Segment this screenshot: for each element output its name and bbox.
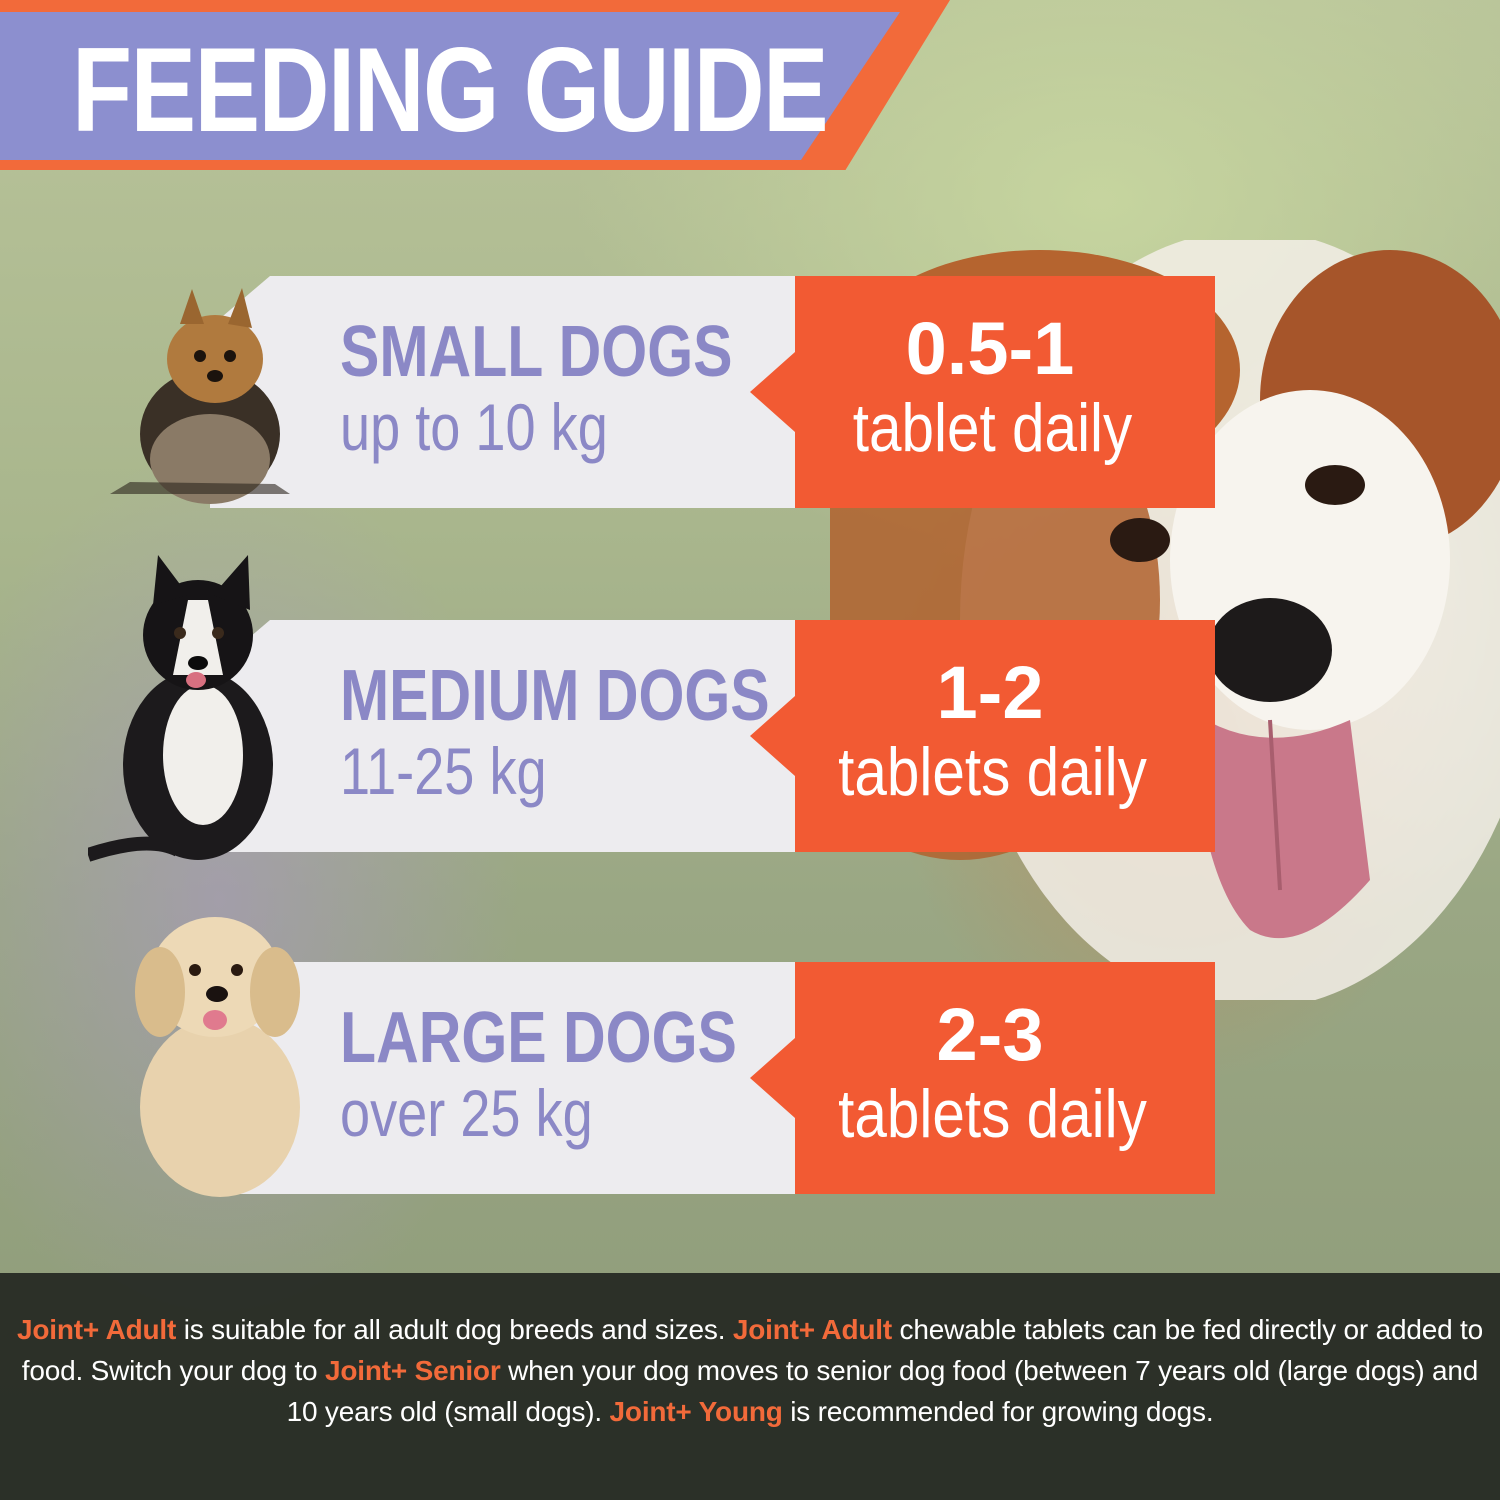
size-category: LARGE DOGS bbox=[340, 998, 737, 1078]
footer-text-segment: chewable tablets can be fed directly or … bbox=[21, 1314, 1483, 1386]
product-name: Joint+ Adult bbox=[732, 1314, 892, 1345]
size-category: MEDIUM DOGS bbox=[340, 656, 770, 736]
title-banner bbox=[0, 12, 900, 160]
dose-unit: tablets daily bbox=[838, 1076, 1147, 1152]
feeding-row-medium: MEDIUM DOGS 11-25 kg 1-2 tablets daily bbox=[0, 555, 1500, 862]
dose-unit: tablets daily bbox=[838, 734, 1147, 810]
product-name: Joint+ Adult bbox=[17, 1314, 177, 1345]
footer-text-segment: when your dog moves to senior dog food (… bbox=[286, 1355, 1479, 1427]
product-name: Joint+ Senior bbox=[324, 1355, 501, 1386]
dose-amount: 1-2 bbox=[936, 651, 1044, 734]
weight-range: up to 10 kg bbox=[340, 390, 608, 464]
weight-range: 11-25 kg bbox=[340, 734, 547, 808]
feeding-row-large: LARGE DOGS over 25 kg 2-3 tablets daily bbox=[0, 917, 1500, 1197]
golden-retriever-photo bbox=[135, 917, 300, 1197]
feeding-row-small: SMALL DOGS up to 10 kg 0.5-1 tablet dail… bbox=[0, 276, 1500, 508]
product-name: Joint+ Young bbox=[609, 1396, 783, 1427]
page-title: FEEDING GUIDE bbox=[72, 23, 829, 157]
footer-text: Joint+ Adult is suitable for all adult d… bbox=[10, 1309, 1490, 1432]
border-collie-photo bbox=[88, 555, 273, 862]
size-panel bbox=[210, 276, 810, 508]
dose-panel bbox=[750, 962, 1215, 1194]
dose-amount: 0.5-1 bbox=[905, 307, 1075, 390]
yorkshire-terrier-photo bbox=[110, 288, 290, 504]
dose-unit: tablet daily bbox=[852, 390, 1133, 466]
size-category: SMALL DOGS bbox=[340, 312, 733, 392]
size-panel bbox=[210, 620, 810, 852]
footer-text-segment: is suitable for all adult dog breeds and… bbox=[176, 1314, 733, 1345]
weight-range: over 25 kg bbox=[340, 1076, 593, 1150]
dose-panel bbox=[750, 620, 1215, 852]
dose-panel bbox=[750, 276, 1215, 508]
footer-note: Joint+ Adult is suitable for all adult d… bbox=[0, 1273, 1500, 1500]
footer-text-segment: is recommended for growing dogs. bbox=[782, 1396, 1214, 1427]
size-panel bbox=[210, 962, 810, 1194]
dose-amount: 2-3 bbox=[936, 993, 1044, 1076]
